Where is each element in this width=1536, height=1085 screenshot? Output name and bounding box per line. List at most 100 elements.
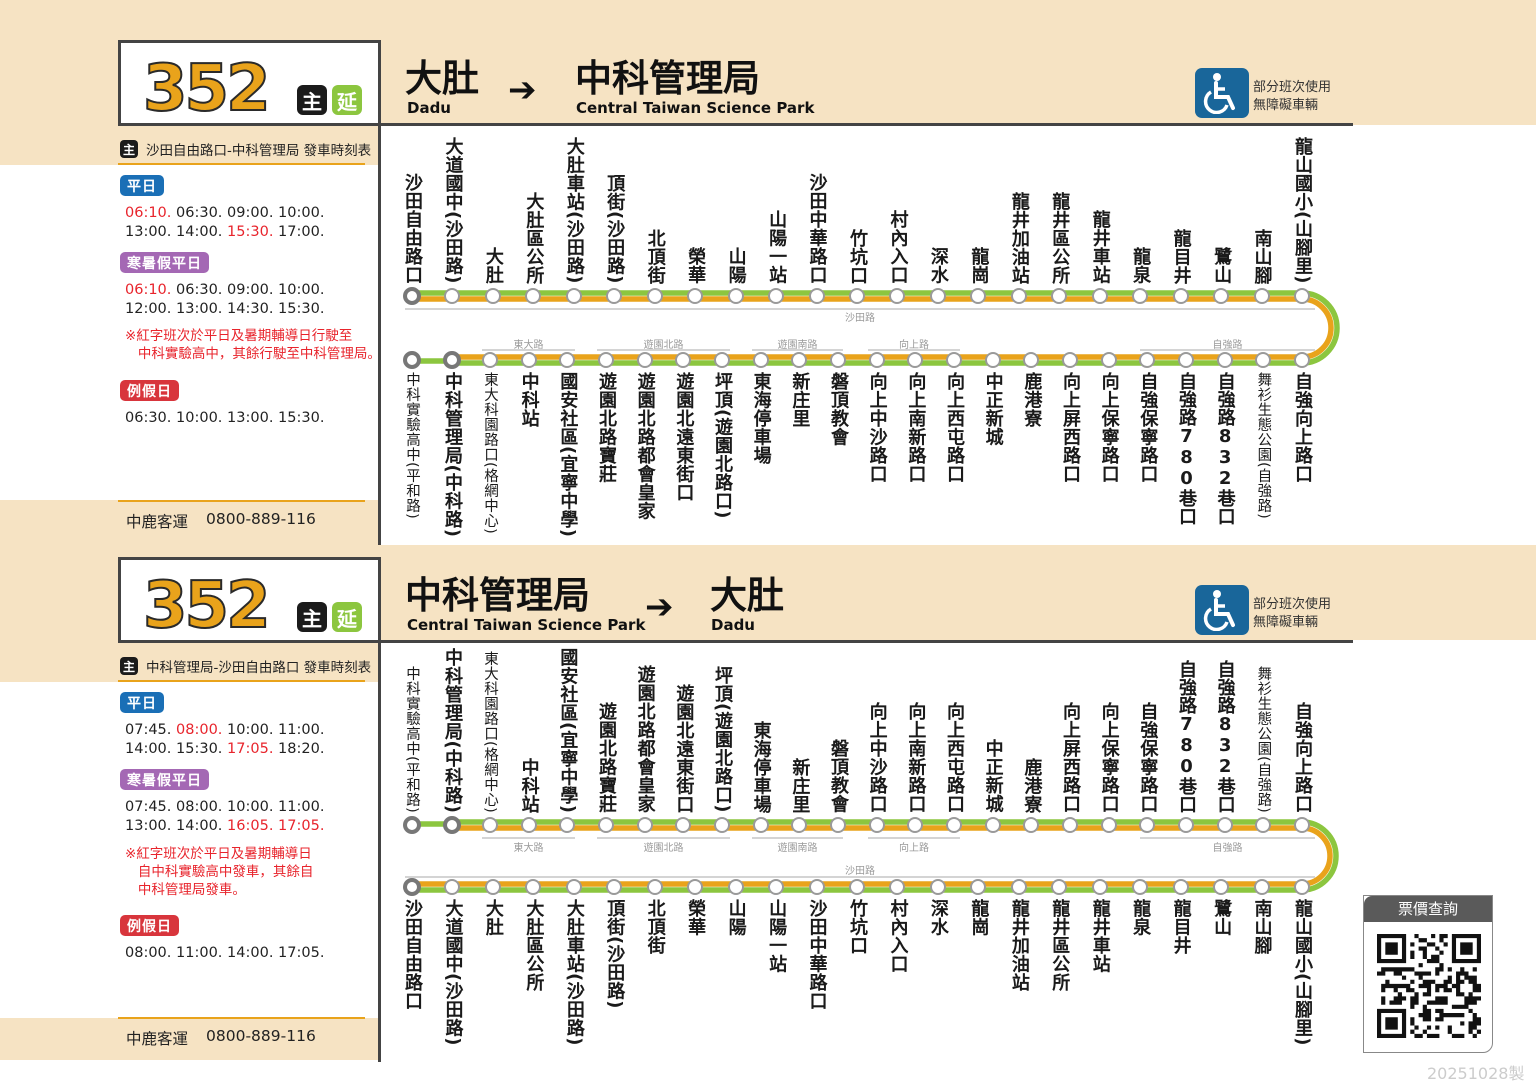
bus-stop-marker[interactable] [482, 352, 498, 368]
bus-stop-marker[interactable] [791, 817, 808, 833]
bus-stop-marker[interactable] [1255, 817, 1272, 833]
bus-stop-marker[interactable] [830, 817, 846, 833]
bus-stop-marker[interactable] [403, 878, 421, 896]
bus-stop-marker[interactable] [443, 351, 461, 369]
bus-stop-marker[interactable] [849, 879, 865, 895]
bus-stop-marker[interactable] [525, 879, 542, 895]
departure-time-highlighted: 16:05. [227, 818, 274, 834]
bus-stop-marker[interactable] [444, 288, 461, 304]
bus-stop-marker[interactable] [1010, 879, 1027, 895]
bus-stop-marker[interactable] [868, 817, 885, 833]
bus-stop-marker[interactable] [1100, 352, 1117, 368]
bus-stop-marker[interactable] [484, 288, 501, 304]
bus-stop-marker[interactable] [482, 817, 498, 833]
bus-stop-marker[interactable] [727, 879, 744, 895]
bus-stop-marker[interactable] [598, 817, 614, 833]
bus-stop-marker[interactable] [768, 288, 785, 304]
bus-stop-marker[interactable] [636, 352, 653, 368]
bus-stop-marker[interactable] [1216, 817, 1233, 833]
bus-stop-marker[interactable] [808, 288, 825, 304]
bus-stop-marker[interactable] [1091, 288, 1108, 304]
bus-stop-marker[interactable] [1294, 817, 1310, 833]
bus-stop-marker[interactable] [849, 288, 865, 304]
bus-stop-marker[interactable] [830, 352, 846, 368]
bus-stop-marker[interactable] [687, 288, 704, 304]
main-route-tag: 主 [297, 85, 327, 115]
bus-stop-marker[interactable] [1294, 879, 1310, 895]
bus-stop-marker[interactable] [1062, 352, 1078, 368]
bus-stop-marker[interactable] [984, 817, 1001, 833]
bus-stop-marker[interactable] [1172, 879, 1189, 895]
bus-stop-marker[interactable] [444, 879, 461, 895]
bus-stop-marker[interactable] [1178, 817, 1194, 833]
bus-stop-marker[interactable] [768, 879, 785, 895]
bus-stop-marker[interactable] [1100, 817, 1117, 833]
bus-stop-marker[interactable] [929, 288, 946, 304]
bus-stop-marker[interactable] [1010, 288, 1027, 304]
bus-stop-marker[interactable] [1178, 352, 1194, 368]
bus-stop-marker[interactable] [687, 879, 704, 895]
bus-stop-marker[interactable] [907, 817, 924, 833]
bus-stop-marker[interactable] [565, 288, 582, 304]
bus-stop-marker[interactable] [646, 879, 663, 895]
bus-stop-marker[interactable] [1132, 879, 1149, 895]
bus-stop-marker[interactable] [1172, 288, 1189, 304]
bus-stop-marker[interactable] [606, 879, 623, 895]
bus-stop-marker[interactable] [1023, 817, 1040, 833]
bus-stop-marker[interactable] [1062, 817, 1078, 833]
bus-stop-marker[interactable] [559, 352, 576, 368]
bus-stop-marker[interactable] [970, 288, 987, 304]
bus-stop-marker[interactable] [889, 879, 906, 895]
qr-code[interactable] [1377, 934, 1481, 1038]
bus-stop-marker[interactable] [1216, 352, 1233, 368]
bus-stop-marker[interactable] [1139, 817, 1156, 833]
bus-stop-marker[interactable] [808, 879, 825, 895]
bus-stop-marker[interactable] [1091, 879, 1108, 895]
bus-stop-marker[interactable] [675, 352, 692, 368]
stop-name: 龍井車站 [1089, 210, 1111, 284]
bus-stop-marker[interactable] [525, 288, 542, 304]
bus-stop-marker[interactable] [565, 879, 582, 895]
bus-stop-marker[interactable] [868, 352, 885, 368]
bus-stop-marker[interactable] [1213, 288, 1230, 304]
bus-stop-marker[interactable] [714, 352, 730, 368]
bus-stop-marker[interactable] [984, 352, 1001, 368]
bus-stop-marker[interactable] [1253, 288, 1270, 304]
bus-stop-marker[interactable] [484, 879, 501, 895]
bus-stop-marker[interactable] [907, 352, 924, 368]
bus-stop-marker[interactable] [727, 288, 744, 304]
bus-stop-marker[interactable] [929, 879, 946, 895]
bus-stop-marker[interactable] [403, 351, 421, 369]
bus-stop-marker[interactable] [1132, 288, 1149, 304]
bus-stop-marker[interactable] [752, 817, 769, 833]
bus-stop-marker[interactable] [970, 879, 987, 895]
bus-stop-marker[interactable] [791, 352, 808, 368]
bus-stop-marker[interactable] [946, 817, 962, 833]
bus-stop-marker[interactable] [714, 817, 730, 833]
bus-stop-marker[interactable] [1051, 288, 1068, 304]
departure-time: 18:20. [278, 741, 325, 757]
bus-stop-marker[interactable] [1294, 288, 1310, 304]
bus-stop-marker[interactable] [403, 816, 421, 834]
bus-stop-marker[interactable] [1051, 879, 1068, 895]
bus-stop-marker[interactable] [559, 817, 576, 833]
bus-stop-marker[interactable] [1255, 352, 1272, 368]
bus-stop-marker[interactable] [946, 352, 962, 368]
bus-stop-marker[interactable] [1294, 352, 1310, 368]
bus-stop-marker[interactable] [636, 817, 653, 833]
bus-stop-marker[interactable] [403, 287, 421, 305]
bus-stop-marker[interactable] [443, 816, 461, 834]
bus-stop-marker[interactable] [598, 352, 614, 368]
bus-stop-marker[interactable] [752, 352, 769, 368]
bus-stop-marker[interactable] [646, 288, 663, 304]
bus-stop-marker[interactable] [1139, 352, 1156, 368]
bus-stop-marker[interactable] [1253, 879, 1270, 895]
bus-stop-marker[interactable] [520, 817, 537, 833]
fare-query-box[interactable]: 票價查詢 [1363, 895, 1493, 1053]
bus-stop-marker[interactable] [520, 352, 537, 368]
bus-stop-marker[interactable] [1213, 879, 1230, 895]
bus-stop-marker[interactable] [606, 288, 623, 304]
bus-stop-marker[interactable] [889, 288, 906, 304]
bus-stop-marker[interactable] [675, 817, 692, 833]
bus-stop-marker[interactable] [1023, 352, 1040, 368]
